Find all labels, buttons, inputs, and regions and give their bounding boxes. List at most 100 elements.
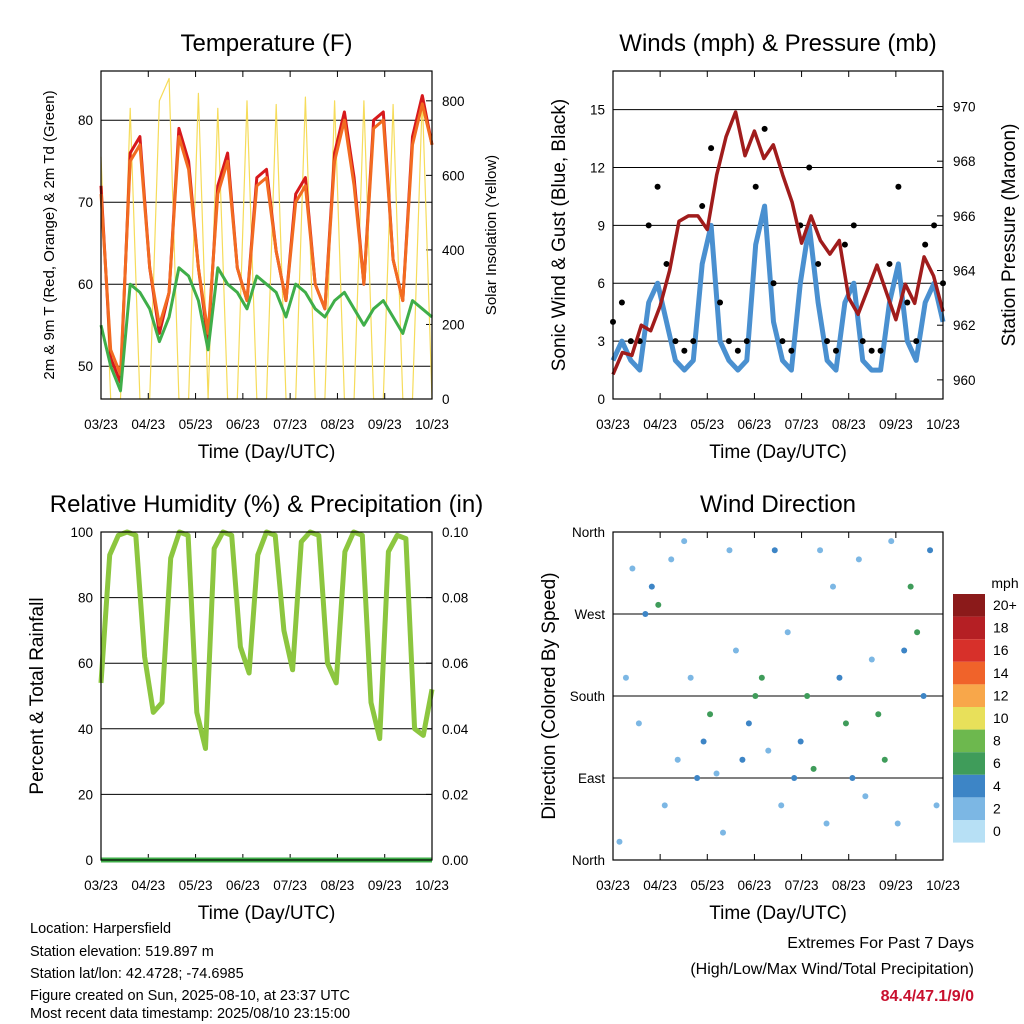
wind-direction-point <box>674 756 681 763</box>
series-2m-t-line <box>99 94 434 385</box>
legend-label: 8 <box>993 733 1001 749</box>
x-tick-label: 08/23 <box>832 878 866 893</box>
y2-tick-label: 800 <box>442 94 465 109</box>
wind-direction-point <box>804 693 811 699</box>
y2-tick-label: 600 <box>442 168 465 183</box>
x-tick-label: 10/23 <box>415 417 449 432</box>
y-tick-label: 20 <box>78 787 93 802</box>
gust-point <box>699 203 706 210</box>
wind-direction-point <box>868 656 875 663</box>
wind-direction-point <box>732 647 739 654</box>
series-2m-td-line <box>99 266 433 393</box>
wind-direction-point <box>687 674 694 681</box>
gust-point <box>770 280 777 287</box>
y-tick-label: 80 <box>78 591 93 606</box>
y-tick-label: 40 <box>78 722 93 737</box>
legend-label: 0 <box>993 823 1001 839</box>
legend-swatch <box>953 639 985 662</box>
gust-point <box>832 347 839 354</box>
y2-axis-label: Solar Insolation (Yellow) <box>483 155 500 315</box>
wind-direction-point <box>661 802 668 809</box>
legend-swatch <box>953 797 985 820</box>
plot-frame <box>612 70 944 400</box>
wind-direction-point <box>888 538 895 545</box>
legend-swatch <box>953 707 985 730</box>
legend-swatch <box>953 774 985 798</box>
y2-tick-label: 0.06 <box>442 656 468 671</box>
wind-direction-point <box>681 538 688 545</box>
x-tick-label: 08/23 <box>321 417 355 432</box>
y-tick-label: West <box>574 607 605 622</box>
legend-label: 20+ <box>993 597 1017 613</box>
wind-direction-point <box>862 793 869 800</box>
extremes-title: Extremes For Past 7 Days <box>787 935 974 952</box>
legend-title: mph <box>991 575 1018 591</box>
y2-tick-label: 960 <box>953 373 976 388</box>
x-tick-label: 06/23 <box>738 417 772 432</box>
x-tick-label: 03/23 <box>84 417 118 432</box>
gust-point <box>645 222 652 229</box>
extremes-values: 84.4/47.1/9/0 <box>880 988 974 1005</box>
wind-direction-point <box>927 547 934 554</box>
chart-title: Winds (mph) & Pressure (mb) <box>619 30 936 57</box>
y-tick-label: 3 <box>597 334 605 349</box>
y-tick-label: 12 <box>590 160 605 175</box>
x-tick-label: 10/23 <box>926 417 960 432</box>
legend-label: 6 <box>993 755 1001 771</box>
y-tick-label: 50 <box>78 359 93 374</box>
x-tick-label: 06/23 <box>226 417 260 432</box>
wind-direction-point <box>914 629 921 636</box>
gust-point <box>788 347 795 354</box>
x-tick-label: 03/23 <box>596 878 630 893</box>
wind-direction-point <box>933 802 940 809</box>
legend-label: 2 <box>993 800 1001 816</box>
gust-point <box>708 145 715 152</box>
gust-point <box>725 338 732 345</box>
x-axis-label: Time (Day/UTC) <box>198 903 336 924</box>
info-latlon: Station lat/lon: 42.4728; -74.6985 <box>30 966 244 982</box>
plot-frame <box>100 70 433 400</box>
wind-direction-point <box>881 756 888 763</box>
gust-point <box>922 241 929 248</box>
y-axis-label: 2m & 9m T (Red, Orange) & 2m Td (Green) <box>41 90 58 379</box>
gust-point <box>904 299 911 306</box>
wind-direction-point <box>720 829 726 836</box>
x-axis-label: Time (Day/UTC) <box>709 903 847 924</box>
wind-direction-point <box>901 647 908 654</box>
chart-title: Relative Humidity (%) & Precipitation (i… <box>50 491 483 518</box>
wind-direction-point <box>694 775 701 781</box>
x-tick-label: 08/23 <box>832 417 866 432</box>
wind-direction-point <box>713 770 720 777</box>
wind-direction-point <box>907 583 914 590</box>
wind-direction-point <box>739 756 746 763</box>
wind-direction-point <box>616 838 623 845</box>
gust-point <box>681 347 688 354</box>
wind-direction-point <box>726 547 733 554</box>
y2-tick-label: 400 <box>442 243 465 258</box>
legend-swatch <box>953 594 985 617</box>
wind-direction-point <box>752 693 759 699</box>
gust-point <box>761 125 768 132</box>
extremes-subtitle: (High/Low/Max Wind/Total Precipitation) <box>690 961 974 978</box>
gust-point <box>850 222 857 229</box>
wind-direction-point <box>642 611 649 617</box>
y-tick-label: North <box>572 525 605 540</box>
y-axis-label: Direction (Colored By Speed) <box>539 572 560 819</box>
wind-direction-point <box>836 674 843 681</box>
legend-swatch <box>953 684 985 707</box>
chart-title: Temperature (F) <box>180 30 352 57</box>
gust-point <box>931 222 938 229</box>
y2-tick-label: 0.10 <box>442 525 468 540</box>
gust-point <box>859 338 866 345</box>
y-tick-label: 60 <box>78 656 93 671</box>
series-station-pressure-line <box>611 110 945 376</box>
x-tick-label: 03/23 <box>596 417 630 432</box>
wind-direction-point <box>629 565 636 572</box>
x-tick-label: 08/23 <box>321 878 355 893</box>
wind-direction-point <box>842 720 849 727</box>
series-9m-t-line <box>99 102 434 376</box>
gust-point <box>690 338 697 345</box>
wind-direction-point <box>810 765 817 772</box>
info-elevation: Station elevation: 519.897 m <box>30 944 214 960</box>
